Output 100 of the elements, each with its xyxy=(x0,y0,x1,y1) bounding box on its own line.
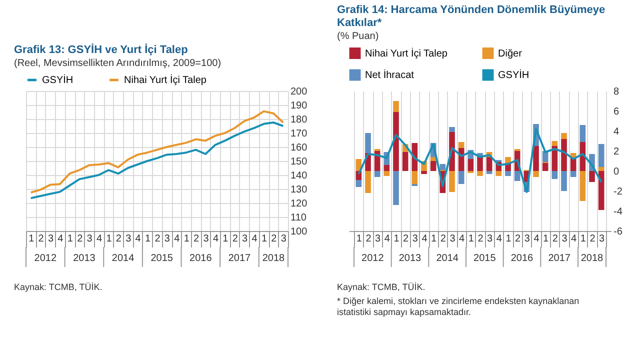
bar xyxy=(449,171,455,192)
x-tick-label: 2 xyxy=(403,234,410,244)
text: 2018 xyxy=(580,253,604,264)
x-tick-label: 4 xyxy=(135,234,142,244)
bar xyxy=(458,171,464,184)
text: 2012 xyxy=(34,253,57,264)
text: 2015 xyxy=(150,253,174,264)
x-tick-label: 1 xyxy=(506,234,512,244)
y-tick-label: 160 xyxy=(290,142,308,154)
text: 2014 xyxy=(112,253,135,264)
x-tick-label: 1 xyxy=(261,234,268,244)
legend-label: Net İhracat xyxy=(365,69,414,81)
bar xyxy=(486,171,492,174)
legend-label: Diğer xyxy=(498,48,523,60)
y-tick-label: -4 xyxy=(614,206,623,218)
bar xyxy=(440,164,446,170)
y-tick-label: 200 xyxy=(290,86,308,98)
x-tick-label: 4 xyxy=(496,234,502,244)
x-tick-label: 2 xyxy=(440,234,446,244)
x-tick-label: 1 xyxy=(67,234,74,244)
y-tick-label: 190 xyxy=(290,100,308,112)
text: 2016 xyxy=(510,253,534,264)
x-tick-label: 3 xyxy=(280,234,287,244)
bar xyxy=(402,152,408,171)
text: 2015 xyxy=(474,253,496,264)
bar xyxy=(365,133,371,153)
bar xyxy=(384,165,390,171)
y-tick-label: 180 xyxy=(290,114,308,126)
bar xyxy=(384,171,390,176)
x-tick-label: 4 xyxy=(58,234,64,244)
x-tick-label: 4 xyxy=(384,234,390,244)
y-tick-label: -6 xyxy=(614,226,623,238)
x-tick-label: 1 xyxy=(468,234,474,244)
x-tick-label: 4 xyxy=(96,234,102,244)
text: 2013 xyxy=(398,253,422,264)
chart-title: Grafik 13: GSYİH ve Yurt İçi Talep xyxy=(14,43,188,56)
y-tick-label: 170 xyxy=(290,128,308,140)
x-tick-label: 4 xyxy=(212,234,219,244)
bar xyxy=(505,171,511,176)
text: * Diğer kalemi, stokları ve zincirleme endeksten kaynaklanan istatistiki sapmayı kapsamaktadır. xyxy=(337,296,580,317)
x-tick-label: 1 xyxy=(28,234,35,244)
x-tick-label: 4 xyxy=(459,234,466,244)
x-tick-label: 4 xyxy=(252,234,258,244)
bar xyxy=(542,163,548,171)
x-tick-label: 1 xyxy=(145,234,152,244)
y-tick-label: 4 xyxy=(614,126,620,138)
line-series xyxy=(358,128,602,193)
y-tick-label: 6 xyxy=(614,106,620,118)
x-tick-label: 2 xyxy=(590,234,596,244)
y-tick-label: 8 xyxy=(614,86,620,98)
bar xyxy=(552,141,558,146)
x-tick-label: 2 xyxy=(77,234,84,244)
text: 2013 xyxy=(73,253,96,264)
x-tick-label: 1 xyxy=(106,234,112,244)
bar xyxy=(430,161,436,171)
text: 2012 xyxy=(362,253,384,264)
text: 2017 xyxy=(228,253,252,264)
x-tick-label: 3 xyxy=(375,234,382,244)
bar xyxy=(589,171,595,182)
bar xyxy=(468,159,474,171)
legend-label: Nihai Yurt İçi Talep xyxy=(365,47,448,60)
bar xyxy=(356,180,362,187)
x-tick-label: 2 xyxy=(552,234,558,244)
x-tick-label: 3 xyxy=(164,234,170,244)
x-tick-label: 3 xyxy=(48,234,54,244)
y-tick-label: 130 xyxy=(290,184,308,196)
y-tick-label: -2 xyxy=(614,186,623,198)
chart-subtitle: (Reel, Mevsimsellikten Arındırılmış, 2009=100) xyxy=(14,58,222,69)
x-tick-label: 2 xyxy=(515,234,522,244)
bar xyxy=(486,157,492,171)
bar xyxy=(496,171,502,176)
bar xyxy=(580,125,586,142)
x-tick-label: 3 xyxy=(524,234,530,244)
bar xyxy=(570,171,576,177)
chart-subtitle: (% Puan) xyxy=(337,31,379,42)
text: Kaynak: TCMB, TÜİK. xyxy=(337,282,426,292)
bar xyxy=(598,144,604,167)
x-tick-label: 2 xyxy=(154,234,161,244)
x-tick-label: 2 xyxy=(38,234,44,244)
legend-label: GSYİH xyxy=(498,69,530,81)
text: 2014 xyxy=(436,253,459,264)
x-tick-label: 3 xyxy=(203,234,210,244)
legend-label: GSYİH xyxy=(42,74,74,86)
bar xyxy=(477,171,483,176)
x-tick-label: 3 xyxy=(599,234,606,244)
y-tick-label: 100 xyxy=(290,226,308,238)
x-tick-label: 4 xyxy=(174,234,180,244)
bar xyxy=(533,146,539,171)
x-tick-label: 1 xyxy=(394,234,400,244)
bar xyxy=(505,157,511,163)
text: 2016 xyxy=(190,253,212,264)
x-tick-label: 3 xyxy=(242,234,248,244)
bar xyxy=(561,171,567,191)
y-tick-label: 110 xyxy=(290,212,307,224)
x-tick-label: 1 xyxy=(431,234,438,244)
x-tick-label: 2 xyxy=(232,234,238,244)
x-tick-label: 2 xyxy=(116,234,122,244)
text: 2017 xyxy=(548,253,571,264)
y-tick-label: 150 xyxy=(290,156,308,168)
bar xyxy=(393,112,399,171)
